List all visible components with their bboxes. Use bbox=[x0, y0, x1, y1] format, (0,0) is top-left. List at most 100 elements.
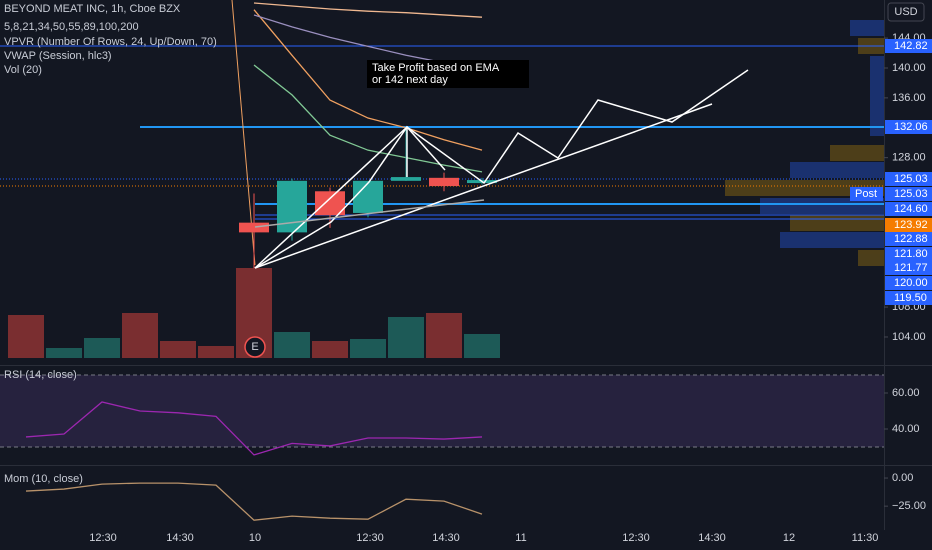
x-tick-label: 12 bbox=[783, 532, 795, 544]
earnings-label: E bbox=[251, 341, 258, 353]
vp-row bbox=[830, 145, 884, 161]
arrow-path bbox=[254, 125, 446, 269]
post-tag-label: Post bbox=[855, 188, 877, 200]
y-tick-label: 40.00 bbox=[892, 423, 920, 435]
volume-bar bbox=[312, 341, 348, 358]
x-tick-label: 14:30 bbox=[166, 532, 194, 544]
volume-bar bbox=[122, 313, 158, 358]
legend-line: VPVR (Number Of Rows, 24, Up/Down, 70) bbox=[4, 36, 217, 48]
price-tag bbox=[885, 120, 932, 134]
price-tag-label: 125.03 bbox=[894, 188, 928, 200]
annotation-box bbox=[367, 60, 529, 88]
price-tag-label: 132.06 bbox=[894, 121, 928, 133]
price-tag bbox=[885, 232, 932, 246]
price-tag bbox=[885, 202, 932, 216]
annotation: or 142 next day bbox=[372, 74, 448, 86]
price-tag-label: 120.00 bbox=[894, 277, 928, 289]
candle-body bbox=[239, 222, 269, 233]
price-tag-label: 125.03 bbox=[894, 173, 928, 185]
indicator-line bbox=[25, 401, 483, 456]
price-tag-label: 121.77 bbox=[894, 262, 928, 274]
volume-bar bbox=[388, 317, 424, 358]
indicator-line bbox=[253, 14, 445, 64]
volume-bar bbox=[198, 346, 234, 358]
y-tick-label: 0.00 bbox=[892, 472, 913, 484]
x-tick-label: 11:30 bbox=[852, 532, 879, 544]
y-tick-label: 60.00 bbox=[892, 387, 920, 399]
vp-row bbox=[790, 162, 884, 178]
indicator-line bbox=[253, 64, 483, 173]
indicator-line bbox=[253, 9, 483, 151]
price-tag bbox=[885, 218, 932, 232]
price-tag bbox=[885, 261, 932, 275]
legend-line: Mom (10, close) bbox=[4, 473, 83, 485]
vp-row bbox=[725, 180, 884, 196]
volume-bar bbox=[84, 338, 120, 358]
currency: USD bbox=[894, 6, 917, 18]
vp-row bbox=[870, 56, 884, 136]
x-tick-label: 14:30 bbox=[432, 532, 460, 544]
y-tick-label: 104.00 bbox=[892, 331, 926, 343]
price-tag-label: 121.80 bbox=[894, 248, 928, 260]
volume-profile bbox=[725, 20, 884, 266]
price-tag bbox=[885, 172, 932, 186]
marks bbox=[0, 2, 884, 521]
legend: BEYOND MEAT INC, 1h, Cboe BZX 5,8,21,34,… bbox=[4, 3, 217, 485]
volume-bar bbox=[426, 313, 462, 358]
vp-row bbox=[858, 250, 884, 266]
legend-line: VWAP (Session, hlc3) bbox=[4, 50, 112, 62]
price-tag-label: 124.60 bbox=[894, 203, 928, 215]
currency-button[interactable] bbox=[887, 2, 925, 22]
legend-line: Vol (20) bbox=[4, 64, 42, 76]
price-tag bbox=[885, 187, 932, 201]
volume-bar bbox=[464, 334, 500, 358]
y-tick-label: 136.00 bbox=[892, 92, 926, 104]
y-tick-label: −25.00 bbox=[892, 500, 926, 512]
y-tick-label: 128.00 bbox=[892, 152, 926, 164]
trend-line bbox=[254, 103, 713, 269]
x-tick-label: 12:30 bbox=[622, 532, 650, 544]
annotation: Take Profit based on EMA bbox=[372, 62, 500, 74]
x-tick-label: 14:30 bbox=[698, 532, 726, 544]
post-tag bbox=[850, 187, 883, 201]
x-tick-label: 12:30 bbox=[356, 532, 384, 544]
vp-row bbox=[760, 198, 884, 214]
rsi-band bbox=[0, 375, 884, 447]
legend-title: BEYOND MEAT INC, 1h, Cboe BZX bbox=[4, 3, 181, 15]
candle-body bbox=[429, 177, 459, 187]
legend-line: RSI (14, close) bbox=[4, 369, 77, 381]
vp-row bbox=[850, 20, 884, 36]
x-tick-label: 11 bbox=[515, 532, 526, 544]
price-tag-label: 119.50 bbox=[894, 292, 927, 304]
price-tag-label: 122.88 bbox=[894, 233, 928, 245]
volume-bar bbox=[350, 339, 386, 358]
indicator-line bbox=[253, 2, 483, 18]
candle-body bbox=[353, 180, 383, 213]
price-tag bbox=[885, 247, 932, 261]
x-tick-label: 10 bbox=[249, 532, 261, 544]
candle-body bbox=[391, 177, 421, 181]
x-tick-label: 12:30 bbox=[89, 532, 117, 544]
price-tag-label: 123.92 bbox=[894, 219, 928, 231]
arrow-path bbox=[254, 69, 749, 269]
y-tick-label: 140.00 bbox=[892, 62, 926, 74]
price-tag-label: 142.82 bbox=[894, 40, 928, 52]
vp-row bbox=[790, 215, 884, 231]
volume-bar bbox=[8, 315, 44, 358]
earnings-badge[interactable] bbox=[244, 336, 266, 358]
trend-line bbox=[254, 199, 485, 228]
candle-body bbox=[315, 191, 345, 216]
price-tag bbox=[885, 276, 932, 290]
vp-row bbox=[780, 232, 884, 248]
legend-line: 5,8,21,34,50,55,89,100,200 bbox=[4, 21, 139, 33]
volume-bar bbox=[274, 332, 310, 358]
price-tag bbox=[885, 291, 932, 305]
vwap-line bbox=[231, 0, 256, 266]
indicator-line bbox=[25, 482, 483, 521]
volume-bar bbox=[160, 341, 196, 358]
volume-bar bbox=[46, 348, 82, 358]
price-tag bbox=[885, 39, 932, 53]
drawings bbox=[254, 69, 749, 269]
